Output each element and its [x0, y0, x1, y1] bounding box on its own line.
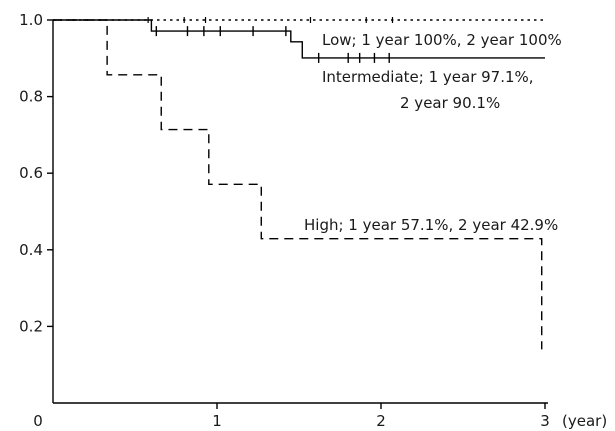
series-label-intermediate-line2: 2 year 90.1%: [400, 94, 500, 112]
series-line-intermediate: [53, 19, 545, 59]
series-label-low: Low; 1 year 100%, 2 year 100%: [322, 31, 562, 49]
x-unit-label: (year): [562, 412, 607, 430]
series-label-intermediate-line1: Intermediate; 1 year 97.1%,: [322, 68, 534, 86]
series: [53, 17, 545, 350]
y-tick-label-0.8: 0.8: [19, 88, 43, 106]
y-tick-label-1.0: 1.0: [19, 11, 43, 29]
y-tick-label-0.6: 0.6: [19, 164, 43, 182]
series-labels: Low; 1 year 100%, 2 year 100% Intermedia…: [304, 31, 562, 234]
x-tick-label-3: 3: [540, 412, 550, 430]
x-tick-label-2: 2: [376, 412, 386, 430]
ticks: 0.2 0.4 0.6 0.8 1.0 1 2 3: [19, 11, 550, 430]
x-tick-label-1: 1: [212, 412, 222, 430]
axes: 0 (year): [33, 20, 607, 430]
series-line-high: [53, 19, 543, 350]
y-tick-label-0.4: 0.4: [19, 241, 43, 259]
x-tick-label-0: 0: [33, 412, 43, 430]
series-label-high: High; 1 year 57.1%, 2 year 42.9%: [304, 216, 558, 234]
y-tick-label-0.2: 0.2: [19, 317, 43, 335]
